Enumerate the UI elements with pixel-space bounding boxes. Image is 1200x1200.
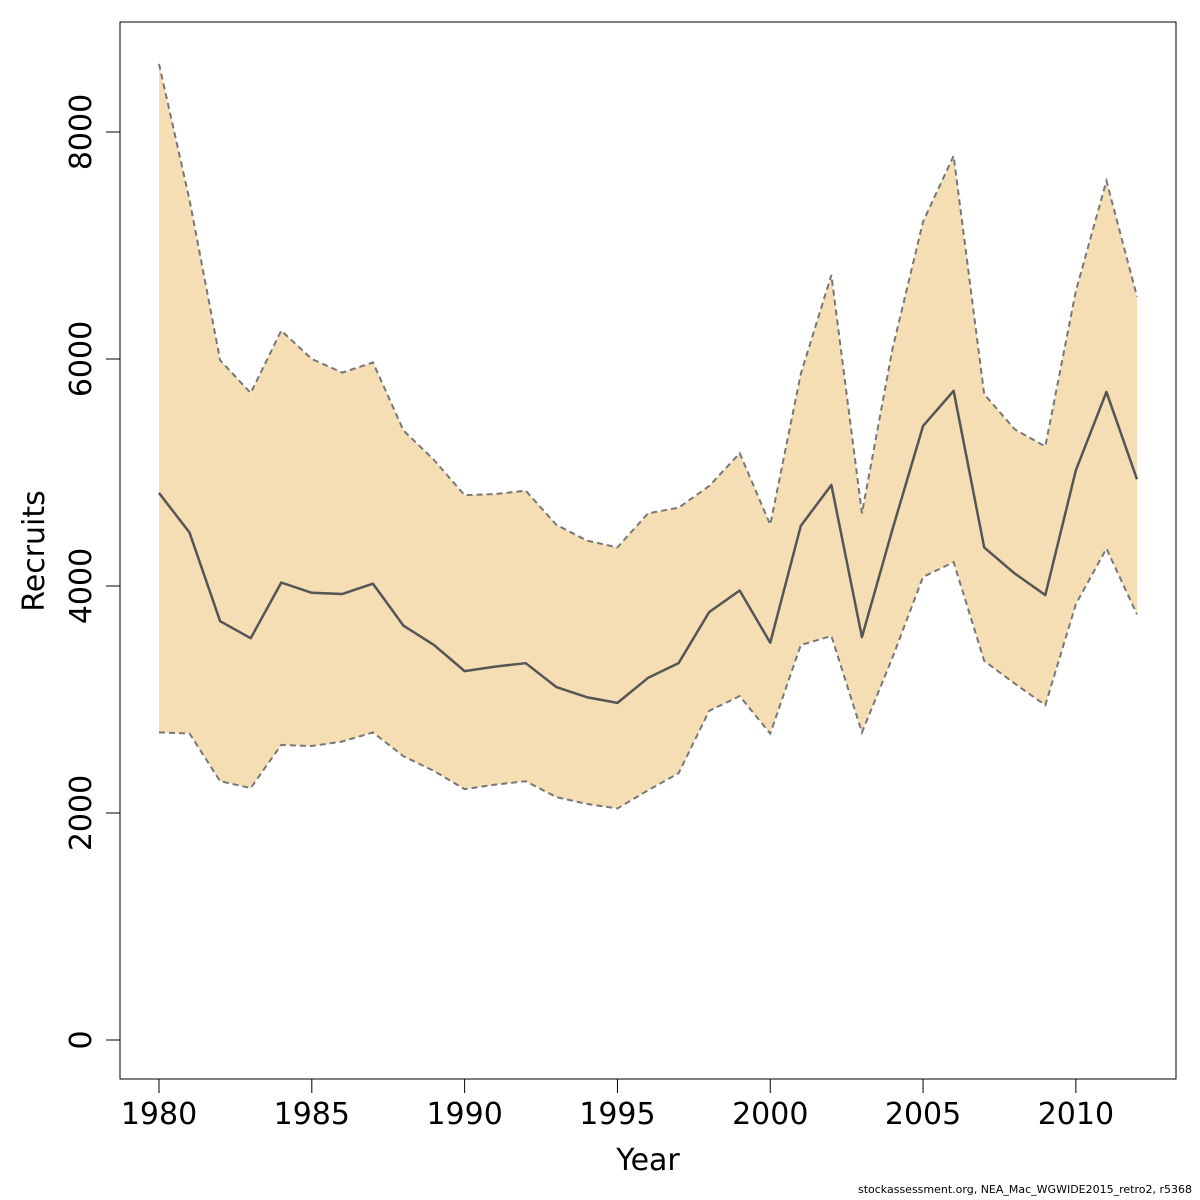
series-layer xyxy=(158,389,1139,705)
confidence-band-area xyxy=(159,63,1137,809)
y-axis-title: Recruits xyxy=(17,490,52,612)
x-axis-title: Year xyxy=(615,1143,680,1178)
x-axis: 1980 1985 1990 1995 2000 2005 2010 xyxy=(121,1078,1114,1132)
x-tick-label-2005: 2005 xyxy=(885,1097,961,1132)
y-tick-label-6000: 6000 xyxy=(64,321,99,397)
y-tick-label-0: 0 xyxy=(64,1030,99,1049)
y-axis: 0 2000 4000 6000 8000 xyxy=(64,94,121,1050)
lower-bound-line xyxy=(158,546,1138,810)
x-tick-label-1980: 1980 xyxy=(121,1097,197,1132)
y-tick-label-8000: 8000 xyxy=(64,94,99,170)
confidence-band-layer xyxy=(158,63,1138,810)
source-footnote: stockassessment.org, NEA_Mac_WGWIDE2015_… xyxy=(857,1183,1192,1196)
y-tick-label-2000: 2000 xyxy=(64,775,99,851)
x-tick-label-2010: 2010 xyxy=(1038,1097,1114,1132)
x-tick-label-1990: 1990 xyxy=(426,1097,502,1132)
x-tick-label-1985: 1985 xyxy=(274,1097,350,1132)
x-tick-label-2000: 2000 xyxy=(732,1097,808,1132)
y-tick-label-4000: 4000 xyxy=(64,548,99,624)
x-tick-label-1995: 1995 xyxy=(579,1097,655,1132)
